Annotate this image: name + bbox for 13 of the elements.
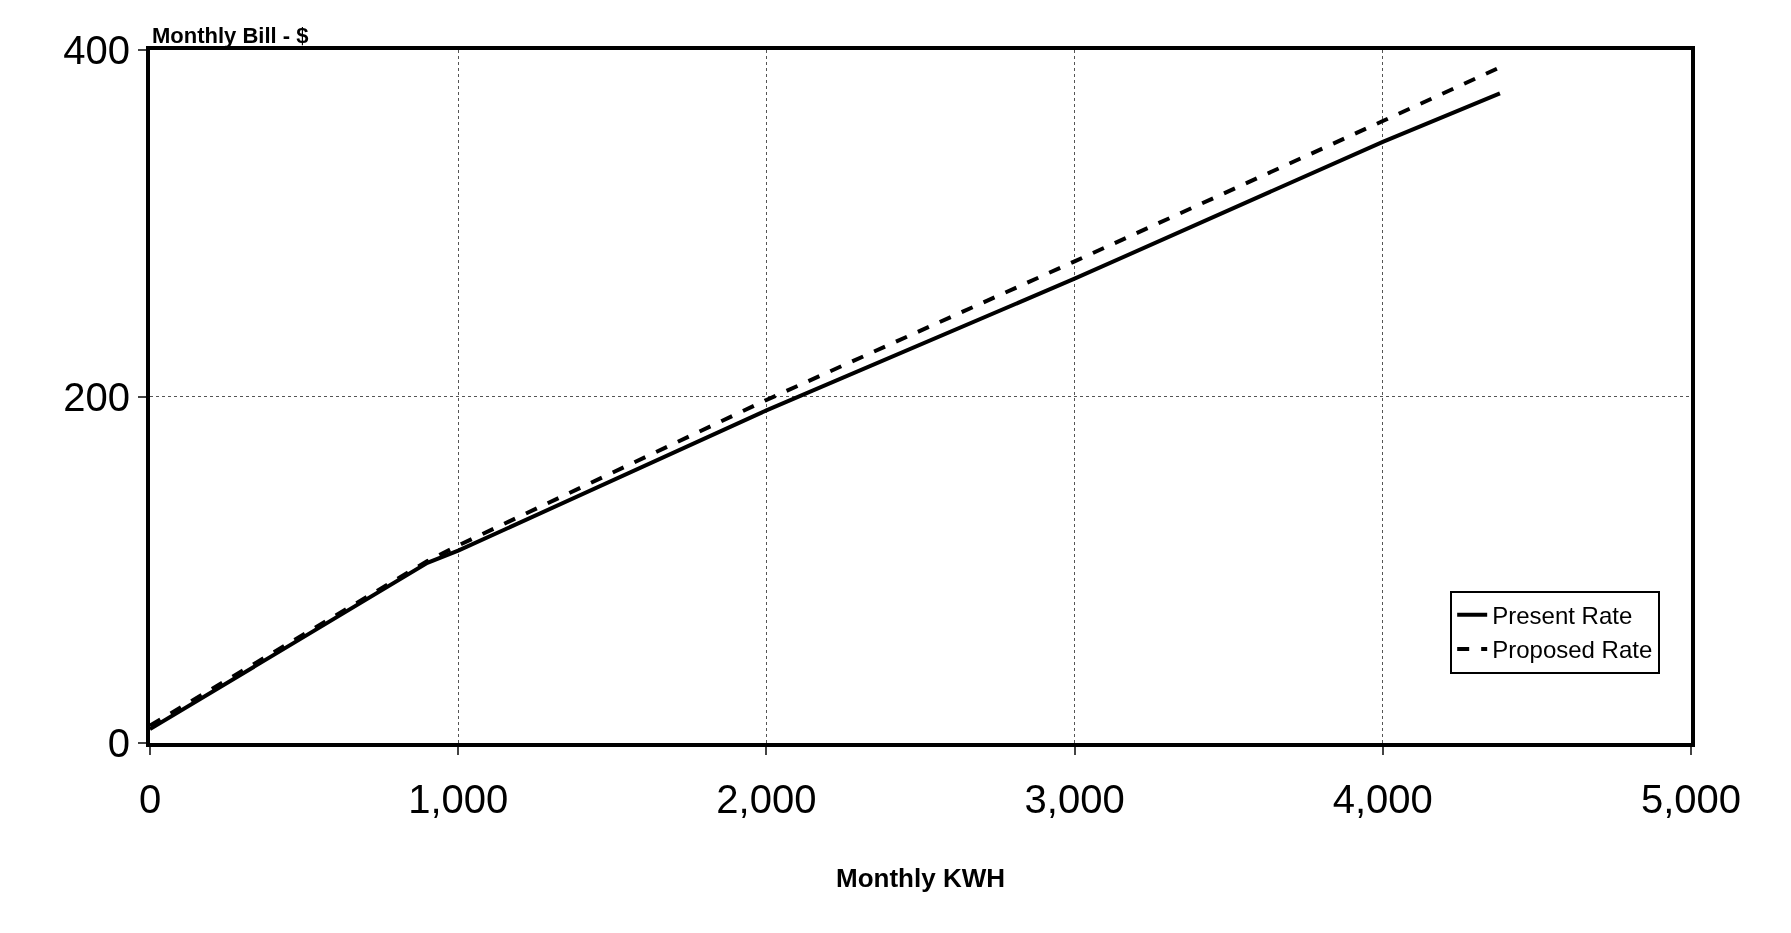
y-tick-label: 400	[63, 28, 130, 72]
x-tick-label: 4,000	[1332, 777, 1433, 821]
legend-label: Present Rate	[1492, 602, 1633, 630]
x-tick-label: 3,000	[1024, 777, 1125, 821]
x-tick-label: 5,000	[1640, 777, 1742, 821]
x-tick-label: 2,000	[716, 777, 817, 821]
x-tick-label: 0	[138, 777, 162, 821]
y-tick-label: 200	[63, 374, 130, 419]
x-axis-title: Monthly KWH	[836, 863, 1005, 894]
x-tick-label: 1,000	[408, 777, 509, 821]
y-tick-label: 0	[107, 721, 130, 765]
legend-label: Proposed Rate	[1492, 636, 1653, 664]
y-axis-title: Monthly Bill - $	[152, 23, 309, 48]
